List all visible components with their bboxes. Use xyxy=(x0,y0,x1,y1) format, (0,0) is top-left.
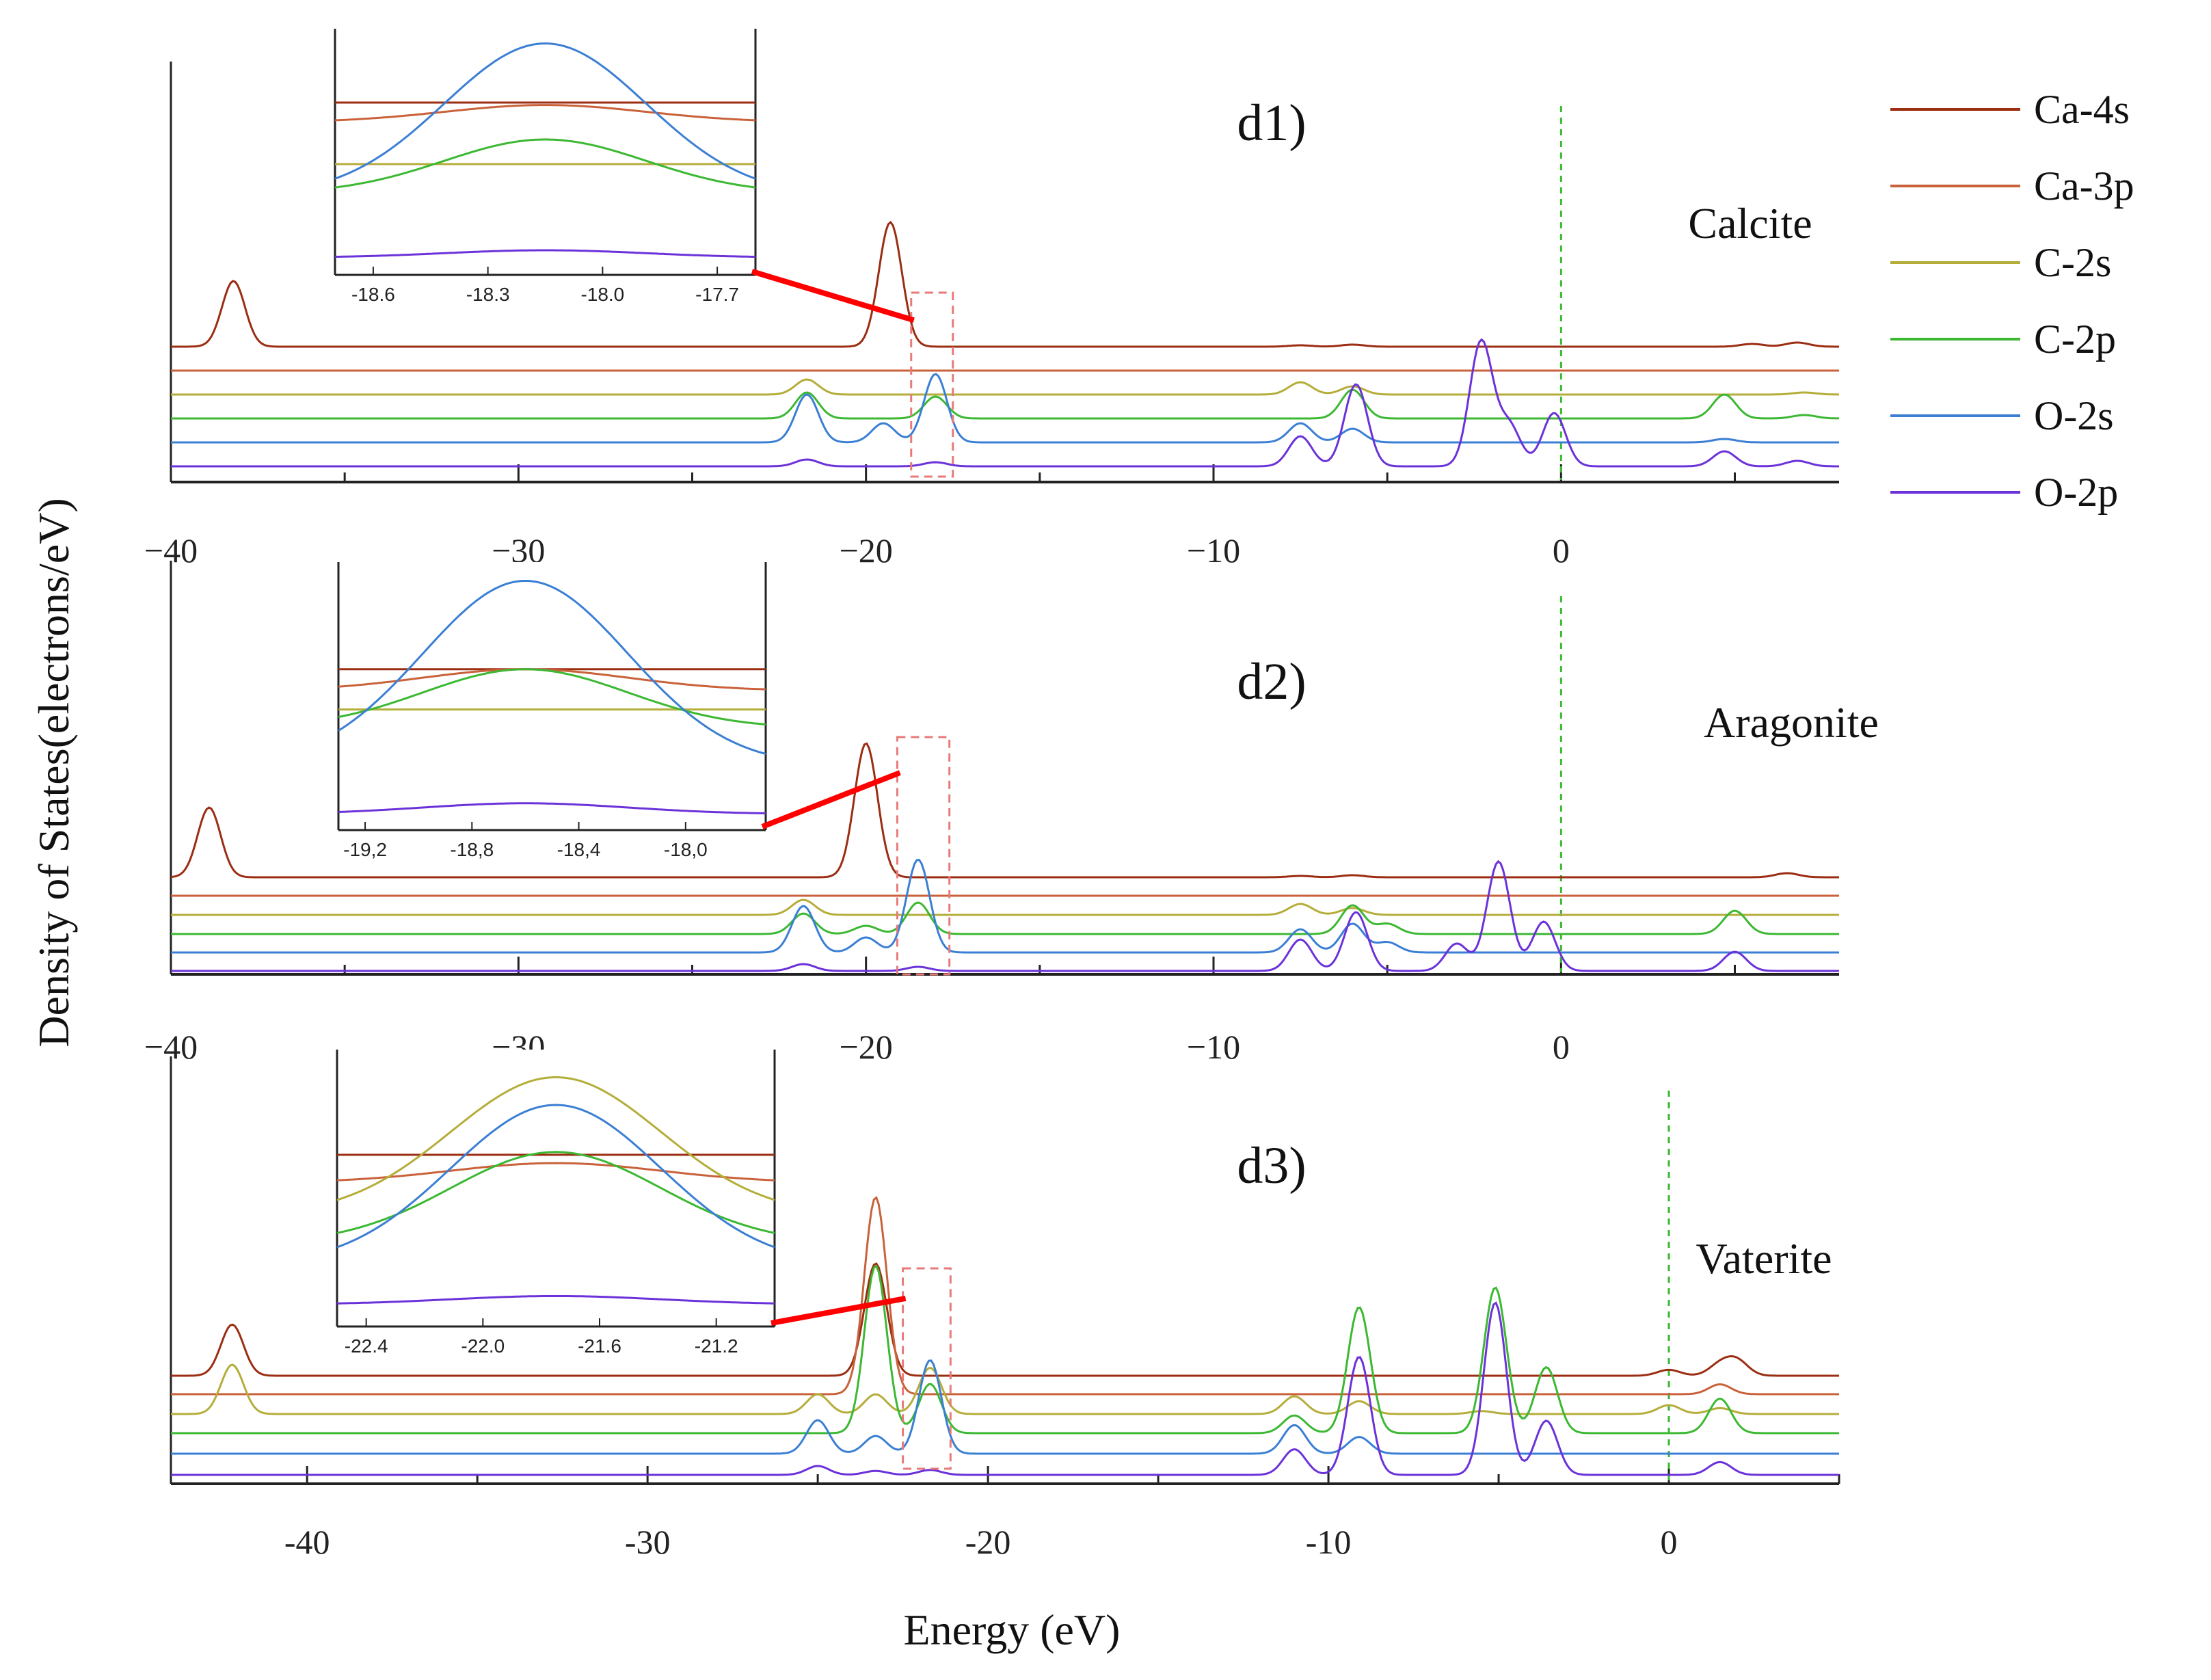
inset-tick-label: -18.3 xyxy=(466,284,510,305)
inset-tick-label: -19,2 xyxy=(343,839,387,860)
zoom-connector-line xyxy=(770,1296,907,1326)
legend-label: Ca-4s xyxy=(2034,87,2130,132)
inset-curve-o-2p xyxy=(338,802,766,814)
inset-curve-o-2s xyxy=(334,42,756,180)
inset-background xyxy=(338,562,766,830)
inset-tick-label: -22.4 xyxy=(345,1335,388,1357)
x-tick-label: 0 xyxy=(1553,531,1570,570)
inset-tick-label: -18.0 xyxy=(580,284,624,305)
legend-entry: Ca-4s xyxy=(1890,87,2130,132)
x-tick-label: −20 xyxy=(840,531,893,570)
dos-curve-c-2s xyxy=(171,1363,1839,1415)
x-tick-label: 0 xyxy=(1661,1523,1678,1561)
inset-tick-label: -18,8 xyxy=(450,839,494,860)
dos-curve-o-2s xyxy=(171,1359,1839,1455)
legend-label: O-2s xyxy=(2034,393,2114,438)
x-tick-label: −10 xyxy=(1187,531,1240,570)
inset-curve-o-2p xyxy=(334,249,756,258)
panel-label: d3) xyxy=(1237,1137,1306,1195)
legend-label: C-2p xyxy=(2034,317,2116,362)
legend-entry: Ca-3p xyxy=(1890,163,2134,209)
inset-curve-o-2s xyxy=(336,1104,775,1249)
dos-curve-c-2p xyxy=(171,388,1839,420)
panel-1: −40 −30 −20 −10 0-18.6 -18.3 -18.0 -17.7d1)Calc… xyxy=(144,29,1840,570)
dos-curve-c-2p xyxy=(171,901,1839,935)
zoom-connector-line xyxy=(761,770,901,829)
mineral-name: Calcite xyxy=(1688,199,1812,248)
panels-group: −40 −30 −20 −10 0-18.6 -18.3 -18.0 -17.7d1)Calc… xyxy=(144,29,1879,1561)
inset-curve-c-2p xyxy=(338,668,766,725)
inset-curve-o-2p xyxy=(337,1295,775,1305)
dos-curve-ca-3p xyxy=(171,1196,1839,1396)
dos-curve-o-2p xyxy=(171,1301,1839,1476)
inset-tick-label: -18,4 xyxy=(557,839,601,860)
legend-label: Ca-3p xyxy=(2034,163,2134,209)
dos-curve-c-2s xyxy=(171,898,1839,916)
dos-curve-o-2s xyxy=(171,373,1839,444)
inset-tick-label: -22.0 xyxy=(461,1335,505,1357)
mineral-name: Aragonite xyxy=(1704,698,1879,747)
inset-background xyxy=(337,1050,775,1326)
inset-curve-ca-3p xyxy=(336,1162,775,1182)
dos-curve-o-2p xyxy=(171,859,1839,972)
zoom-box xyxy=(910,291,954,478)
dos-curve-ca-4s xyxy=(171,1262,1839,1377)
legend: Ca-4s Ca-3p C-2s C-2p O-2s O-2p xyxy=(1890,87,2134,515)
inset-background xyxy=(335,29,755,275)
legend-label: C-2s xyxy=(2034,240,2111,285)
inset-curve-o-2s xyxy=(338,580,766,756)
dos-curve-o-2p xyxy=(171,338,1839,468)
panel-2: −40 −30 −20 −10 0-19,2 -18,8 -18,4 -18,0d2)Arag… xyxy=(144,561,1879,1066)
inset-tick-label: -21.6 xyxy=(578,1335,621,1357)
x-tick-label: −20 xyxy=(840,1028,893,1066)
legend-entry: C-2p xyxy=(1890,317,2116,362)
zoom-box xyxy=(896,736,951,976)
x-tick-label: -40 xyxy=(284,1523,330,1561)
inset-tick-label: -17.7 xyxy=(695,284,739,305)
legend-label: O-2p xyxy=(2034,470,2118,515)
legend-entry: O-2s xyxy=(1890,393,2114,438)
inset-curve-c-2s xyxy=(336,1076,775,1201)
y-axis-label: Density of States(electrons/eV) xyxy=(29,498,78,1047)
x-tick-label: -30 xyxy=(625,1523,671,1561)
legend-entry: C-2s xyxy=(1890,240,2111,285)
inset-tick-label: -18,0 xyxy=(664,839,708,860)
mineral-name: Vaterite xyxy=(1696,1234,1832,1283)
zoom-connector-line xyxy=(751,269,915,323)
dos-curve-ca-4s xyxy=(170,742,1839,879)
x-tick-label: -10 xyxy=(1306,1523,1352,1561)
panel-label: d1) xyxy=(1237,94,1306,152)
dos-curve-c-2s xyxy=(171,378,1840,396)
dos-curve-o-2s xyxy=(171,859,1839,954)
inset-curve-c-2p xyxy=(336,1151,775,1234)
panel-label: d2) xyxy=(1237,653,1306,710)
inset: -18.6 -18.3 -18.0 -17.7 xyxy=(334,29,757,305)
inset: -22.4 -22.0 -21.6 -21.2 xyxy=(336,1050,776,1357)
dos-curve-ca-4s xyxy=(171,220,1839,348)
inset-tick-label: -21.2 xyxy=(695,1335,738,1357)
inset-curve-c-2p xyxy=(334,138,756,189)
x-tick-label: -20 xyxy=(965,1523,1011,1561)
legend-entry: O-2p xyxy=(1890,470,2118,515)
x-axis-label: Energy (eV) xyxy=(904,1605,1121,1654)
inset-curve-ca-3p xyxy=(338,668,766,691)
x-tick-label: 0 xyxy=(1553,1028,1570,1066)
inset-curve-ca-3p xyxy=(334,104,756,122)
inset-tick-label: -18.6 xyxy=(351,284,395,305)
x-tick-label: −10 xyxy=(1187,1028,1240,1066)
dos-curve-c-2p xyxy=(171,1264,1839,1435)
zoom-box xyxy=(902,1267,952,1470)
panel-3: -40 -30 -20 -10 0 -22.4 -22.0 -21.6 -21.2 d3) Vate… xyxy=(170,1050,1840,1561)
inset: -19,2 -18,8 -18,4 -18,0 xyxy=(337,562,767,860)
